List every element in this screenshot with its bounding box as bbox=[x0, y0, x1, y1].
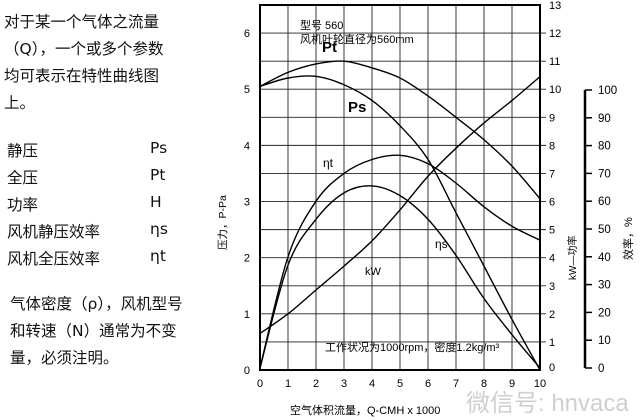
series-line bbox=[259, 185, 541, 369]
intro-line: 对于某一个气体之流量 bbox=[4, 13, 160, 31]
legend-symbol: H bbox=[150, 193, 162, 211]
grid bbox=[259, 5, 546, 370]
right2-tick-label: 90 bbox=[598, 113, 611, 125]
series-line bbox=[259, 60, 541, 200]
legend-symbol: ηs bbox=[150, 220, 168, 238]
left-tick-label: 2 bbox=[244, 253, 250, 265]
x-tick-label: 6 bbox=[425, 378, 431, 390]
series-label-kw: kW bbox=[365, 266, 382, 278]
series-label-pt: Pt bbox=[322, 39, 337, 56]
right-tick-label: 10 bbox=[549, 84, 561, 96]
right2-tick-label: 50 bbox=[598, 224, 611, 236]
legend-name: 风机静压效率 bbox=[7, 223, 101, 241]
plot-frame bbox=[259, 4, 541, 371]
right2-axis-label: 效率，% bbox=[621, 217, 635, 260]
right-tick-label: 6 bbox=[549, 197, 555, 209]
right-tick-label: 13 bbox=[549, 0, 561, 12]
curves bbox=[259, 60, 541, 371]
x-axis-label: 空气体积流量，Q-CMH x 1000 bbox=[290, 403, 440, 417]
left-tick-label: 4 bbox=[244, 140, 250, 152]
right-tick-label: 12 bbox=[549, 28, 561, 40]
legend-name: 功率 bbox=[7, 196, 39, 214]
right2-tick-label: 60 bbox=[598, 196, 611, 208]
right2-tick-label: 80 bbox=[598, 141, 611, 153]
intro-text: 对于某一个气体之流量 （Q），一个或多个参数 均可表示在特性曲线图 上。 bbox=[4, 9, 163, 117]
watermark: 微信号: hnvaca bbox=[466, 390, 629, 417]
right2-tick-label: 20 bbox=[598, 307, 611, 319]
legend-name: 风机全压效率 bbox=[7, 250, 101, 268]
legend-symbol: Ps bbox=[150, 139, 168, 157]
right-tick-label: 4 bbox=[549, 253, 555, 265]
x-tick-label: 5 bbox=[397, 378, 403, 390]
axes: 0 1 2 3 4 5 6 7 8 9 100123456012345678910111213010… bbox=[244, 0, 617, 390]
legend-name: 静压 bbox=[7, 142, 39, 160]
note-line: 和转速（N）通常为不变 bbox=[10, 322, 177, 340]
x-tick-label: 9 bbox=[509, 378, 515, 390]
right2-tick-label: 10 bbox=[598, 335, 611, 347]
right2-tick-label: 40 bbox=[598, 252, 611, 264]
left-tick-label: 6 bbox=[244, 28, 250, 40]
model-annotation: 型号 560 bbox=[300, 18, 343, 32]
right-tick-label: 3 bbox=[549, 281, 555, 293]
right-tick-label: 8 bbox=[549, 140, 555, 152]
series-label-ps: Ps bbox=[348, 99, 366, 116]
right-tick-label: 11 bbox=[549, 56, 560, 68]
note-text: 气体密度（ρ），风机型号 和转速（N）通常为不变 量，必须注明。 bbox=[10, 291, 183, 372]
x-tick-label: 3 bbox=[341, 378, 347, 390]
x-tick-label: 4 bbox=[369, 378, 375, 390]
left-tick-label: 0 bbox=[244, 365, 250, 377]
x-tick-label: 1 bbox=[285, 378, 291, 390]
series-label-eta-s: ηs bbox=[435, 237, 448, 251]
legend-symbol: Pt bbox=[150, 166, 166, 184]
x-tick-label: 10 bbox=[534, 378, 546, 390]
intro-line: （Q），一个或多个参数 bbox=[4, 40, 164, 58]
x-tick-label: 8 bbox=[481, 378, 487, 390]
x-tick-label: 0 bbox=[257, 378, 263, 390]
right2-tick-label: 70 bbox=[598, 168, 611, 180]
left-axis-label: 压力，P-Pa bbox=[216, 195, 229, 250]
right-tick-label: 1 bbox=[549, 337, 555, 349]
series-line bbox=[259, 76, 541, 335]
series-line bbox=[259, 154, 541, 369]
legend-symbol: ηt bbox=[150, 247, 166, 265]
note-line: 气体密度（ρ），风机型号 bbox=[10, 295, 183, 313]
right-tick-label: 0 bbox=[549, 362, 555, 374]
intro-line: 上。 bbox=[4, 94, 36, 112]
intro-line: 均可表示在特性曲线图 bbox=[4, 67, 160, 85]
note-line: 量，必须注明。 bbox=[10, 349, 119, 367]
left-tick-label: 1 bbox=[244, 309, 250, 321]
right2-tick-label: 0 bbox=[598, 363, 604, 375]
legend-name: 全压 bbox=[7, 169, 39, 187]
series-label-eta-t: ηt bbox=[323, 156, 334, 170]
left-tick-label: 3 bbox=[244, 197, 250, 209]
right-tick-label: 7 bbox=[549, 168, 555, 180]
right2-tick-label: 30 bbox=[598, 280, 611, 292]
right2-tick-label: 100 bbox=[598, 85, 617, 97]
x-tick-label: 2 bbox=[313, 378, 319, 390]
impeller-annotation: 风机叶轮直径为560mm bbox=[300, 32, 414, 46]
left-tick-label: 5 bbox=[244, 84, 250, 96]
right-tick-label: 9 bbox=[549, 112, 555, 124]
x-tick-label: 7 bbox=[453, 378, 459, 390]
conditions-annotation: 工作状况为1000rpm，密度1.2kg/m³ bbox=[325, 340, 500, 354]
series-line bbox=[259, 75, 541, 371]
right-tick-label: 5 bbox=[549, 225, 555, 237]
right-tick-label: 2 bbox=[549, 309, 555, 321]
right-axis-label: kW—功率 bbox=[566, 236, 579, 280]
